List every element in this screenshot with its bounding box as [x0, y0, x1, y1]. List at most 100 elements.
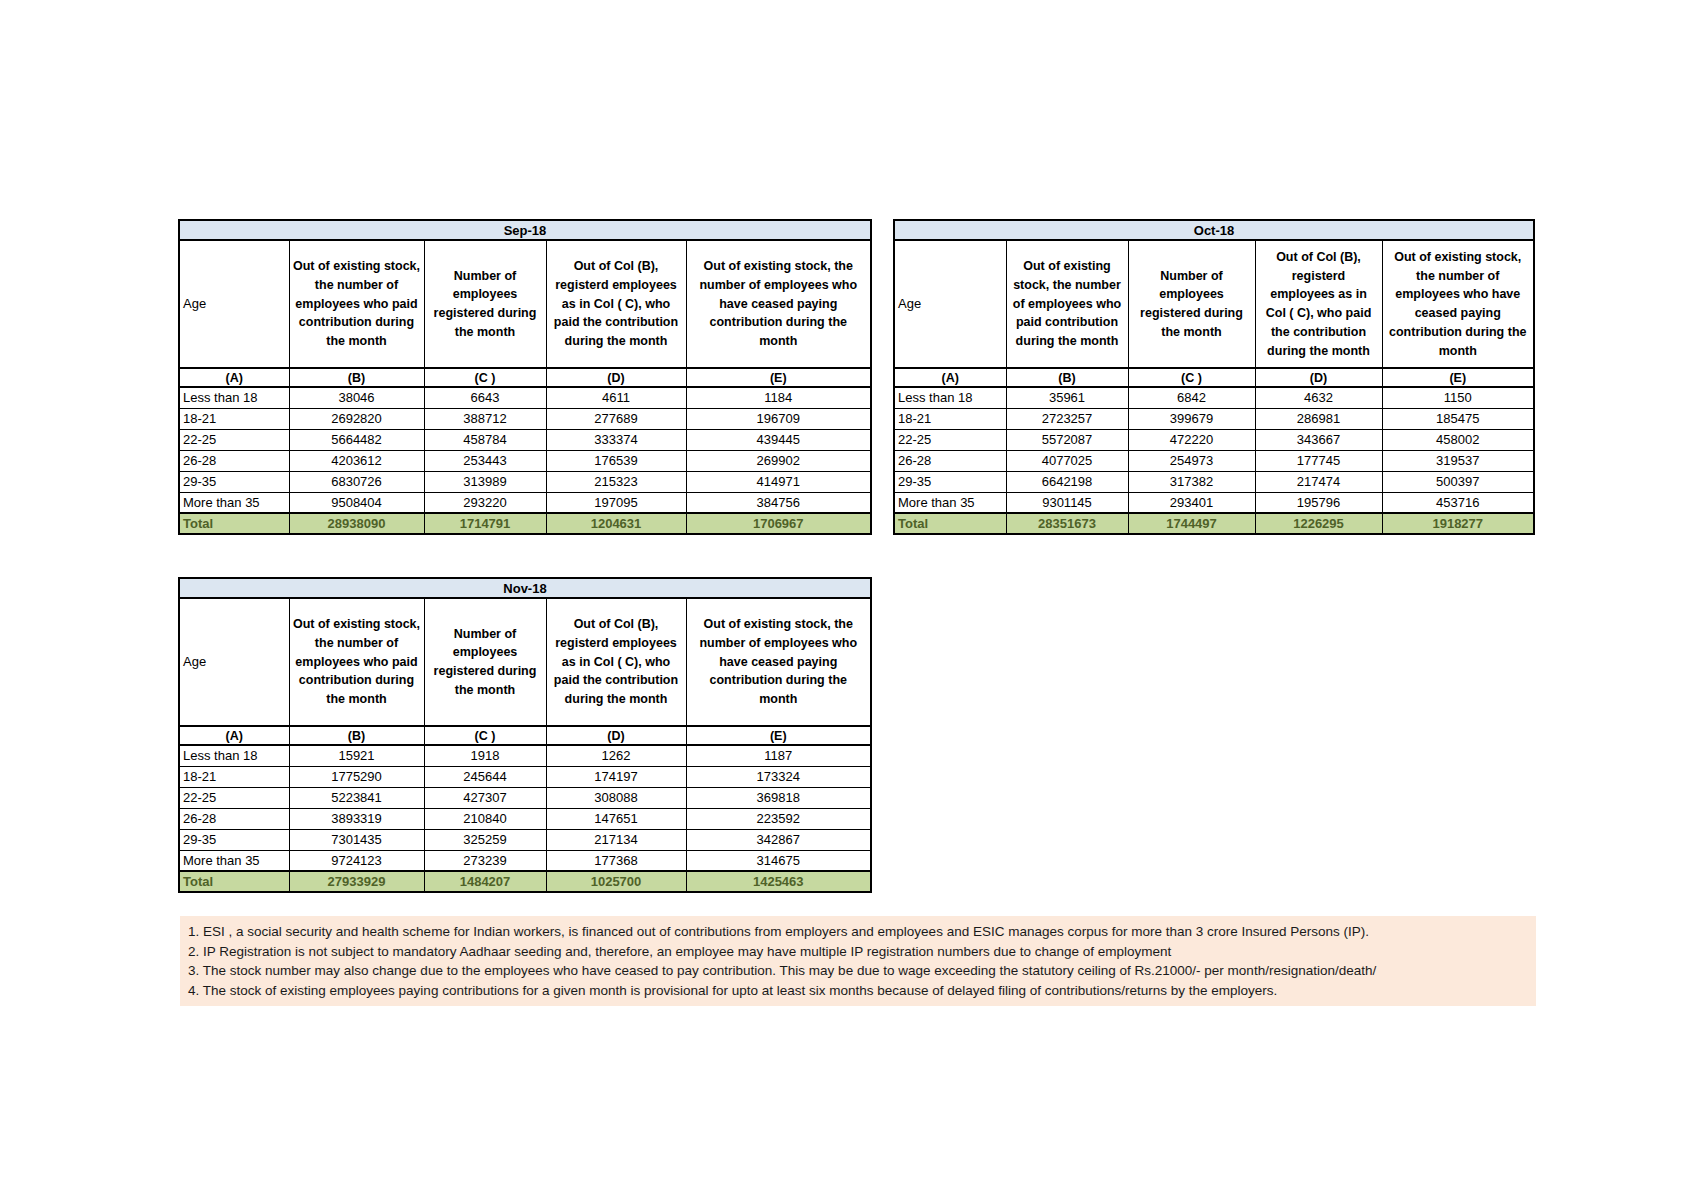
value-cell: 210840 [424, 808, 546, 829]
total-value: 28938090 [289, 513, 424, 534]
column-header: Out of existing stock, the number of emp… [1382, 240, 1534, 368]
age-label: Less than 18 [179, 745, 289, 766]
total-value: 1706967 [686, 513, 871, 534]
value-cell: 9508404 [289, 492, 424, 513]
value-cell: 2723257 [1006, 408, 1128, 429]
value-cell: 217134 [546, 829, 686, 850]
column-letter: (B) [289, 726, 424, 745]
value-cell: 254973 [1128, 450, 1255, 471]
letters-row: (A)(B)(C )(D)(E) [179, 726, 871, 745]
age-column-header: Age [894, 240, 1006, 368]
data-row: More than 359724123273239177368314675 [179, 850, 871, 871]
column-letter: (E) [686, 726, 871, 745]
value-cell: 414971 [686, 471, 871, 492]
age-label: 18-21 [179, 408, 289, 429]
data-row: 26-283893319210840147651223592 [179, 808, 871, 829]
value-cell: 174197 [546, 766, 686, 787]
value-cell: 399679 [1128, 408, 1255, 429]
age-label: 26-28 [179, 808, 289, 829]
column-letter: (C ) [424, 368, 546, 387]
value-cell: 217474 [1255, 471, 1382, 492]
total-value: 1204631 [546, 513, 686, 534]
value-cell: 313989 [424, 471, 546, 492]
title-row: Nov-18 [179, 578, 871, 598]
table-title-nov-18: Nov-18 [179, 578, 871, 598]
value-cell: 215323 [546, 471, 686, 492]
total-label: Total [179, 871, 289, 892]
data-row: 29-357301435325259217134342867 [179, 829, 871, 850]
value-cell: 176539 [546, 450, 686, 471]
value-cell: 195796 [1255, 492, 1382, 513]
age-column-header: Age [179, 240, 289, 368]
value-cell: 269902 [686, 450, 871, 471]
column-letter: (B) [1006, 368, 1128, 387]
total-row: Total28351673174449712262951918277 [894, 513, 1534, 534]
column-header: Out of existing stock, the number of emp… [289, 240, 424, 368]
data-row: 22-255572087472220343667458002 [894, 429, 1534, 450]
age-label: 22-25 [179, 787, 289, 808]
data-row: 18-212692820388712277689196709 [179, 408, 871, 429]
age-label: Less than 18 [179, 387, 289, 408]
column-letter: (B) [289, 368, 424, 387]
title-row: Oct-18 [894, 220, 1534, 240]
value-cell: 500397 [1382, 471, 1534, 492]
month-table-sep-18: Sep-18AgeOut of existing stock, the numb… [178, 219, 872, 535]
value-cell: 245644 [424, 766, 546, 787]
data-row: More than 359301145293401195796453716 [894, 492, 1534, 513]
age-label: 26-28 [894, 450, 1006, 471]
data-row: 29-356830726313989215323414971 [179, 471, 871, 492]
column-header: Out of Col (B), registerd employees as i… [1255, 240, 1382, 368]
value-cell: 177745 [1255, 450, 1382, 471]
value-cell: 314675 [686, 850, 871, 871]
footnote-line-2: 2. IP Registration is not subject to man… [188, 942, 1528, 962]
value-cell: 286981 [1255, 408, 1382, 429]
value-cell: 38046 [289, 387, 424, 408]
value-cell: 147651 [546, 808, 686, 829]
column-letter: (C ) [1128, 368, 1255, 387]
value-cell: 223592 [686, 808, 871, 829]
age-label: Less than 18 [894, 387, 1006, 408]
month-table-nov-18: Nov-18AgeOut of existing stock, the numb… [178, 577, 872, 893]
column-header: Out of existing stock, the number of emp… [289, 598, 424, 726]
value-cell: 4077025 [1006, 450, 1128, 471]
value-cell: 439445 [686, 429, 871, 450]
age-label: More than 35 [179, 492, 289, 513]
data-row: Less than 1815921191812621187 [179, 745, 871, 766]
value-cell: 35961 [1006, 387, 1128, 408]
value-cell: 197095 [546, 492, 686, 513]
value-cell: 4203612 [289, 450, 424, 471]
total-value: 1025700 [546, 871, 686, 892]
total-value: 1226295 [1255, 513, 1382, 534]
column-letter: (E) [1382, 368, 1534, 387]
colhead-row: AgeOut of existing stock, the number of … [894, 240, 1534, 368]
column-letter: (D) [1255, 368, 1382, 387]
value-cell: 196709 [686, 408, 871, 429]
table-title-oct-18: Oct-18 [894, 220, 1534, 240]
value-cell: 317382 [1128, 471, 1255, 492]
column-header: Out of existing stock, the number of emp… [686, 598, 871, 726]
data-row: 18-211775290245644174197173324 [179, 766, 871, 787]
value-cell: 453716 [1382, 492, 1534, 513]
data-row: More than 359508404293220197095384756 [179, 492, 871, 513]
value-cell: 388712 [424, 408, 546, 429]
title-row: Sep-18 [179, 220, 871, 240]
data-row: Less than 1838046664346111184 [179, 387, 871, 408]
value-cell: 1184 [686, 387, 871, 408]
letters-row: (A)(B)(C )(D)(E) [894, 368, 1534, 387]
age-label: 29-35 [179, 471, 289, 492]
value-cell: 15921 [289, 745, 424, 766]
column-header: Out of Col (B), registerd employees as i… [546, 240, 686, 368]
value-cell: 1187 [686, 745, 871, 766]
column-header: Out of existing stock, the number of emp… [1006, 240, 1128, 368]
footnotes-block: 1. ESI , a social security and health sc… [180, 916, 1536, 1006]
value-cell: 343667 [1255, 429, 1382, 450]
footnote-line-3: 3. The stock number may also change due … [188, 961, 1528, 981]
table-host-oct-18: Oct-18AgeOut of existing stock, the numb… [893, 219, 1535, 535]
value-cell: 293220 [424, 492, 546, 513]
column-letter: (C ) [424, 726, 546, 745]
value-cell: 333374 [546, 429, 686, 450]
value-cell: 6842 [1128, 387, 1255, 408]
age-label: 18-21 [894, 408, 1006, 429]
letters-row: (A)(B)(C )(D)(E) [179, 368, 871, 387]
footnote-line-4: 4. The stock of existing employees payin… [188, 981, 1528, 1001]
